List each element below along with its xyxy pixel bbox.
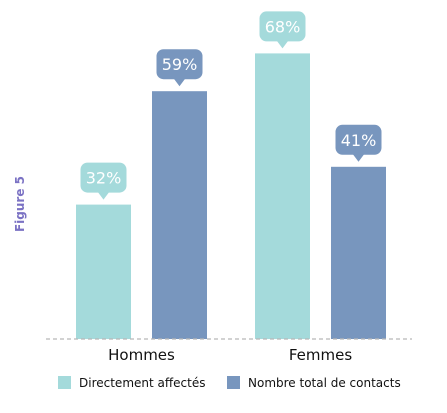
category-label-hommes: Hommes — [108, 346, 175, 364]
value-label-femmes-series-2: 41% — [341, 131, 377, 150]
category-labels-group: Hommes Femmes — [108, 346, 352, 364]
value-bubble-femmes-series-1 — [259, 11, 306, 42]
legend-swatch-series-1 — [58, 376, 71, 389]
value-labels-group: 32% 59% 68% 41% — [80, 11, 382, 200]
legend-swatch-series-2 — [227, 376, 240, 389]
value-label-femmes-series-1: 68% — [265, 17, 301, 36]
value-bubble-hommes-series-2 — [156, 49, 203, 80]
bar-hommes-series-1 — [76, 204, 131, 339]
value-bubble-tail-femmes-series-1 — [276, 40, 289, 49]
value-bubble-tail-femmes-series-2 — [352, 153, 365, 162]
legend-label-series-2: Nombre total de contacts — [248, 376, 401, 390]
bar-hommes-series-2 — [152, 91, 207, 339]
value-bubble-hommes-series-1 — [80, 162, 127, 193]
figure-label: Figure 5 — [13, 176, 27, 232]
value-label-hommes-series-1: 32% — [86, 169, 122, 188]
bar-femmes-series-2 — [331, 166, 386, 339]
bar-femmes-series-1 — [255, 53, 310, 340]
bars-group — [76, 53, 386, 340]
category-label-femmes: Femmes — [289, 346, 352, 364]
value-bubble-tail-hommes-series-1 — [97, 191, 110, 200]
legend: Directement affectés Nombre total de cont… — [58, 376, 401, 390]
legend-label-series-1: Directement affectés — [79, 376, 205, 390]
value-label-hommes-series-2: 59% — [162, 55, 198, 74]
value-bubble-femmes-series-2 — [335, 124, 382, 155]
value-bubble-tail-hommes-series-2 — [173, 78, 186, 87]
